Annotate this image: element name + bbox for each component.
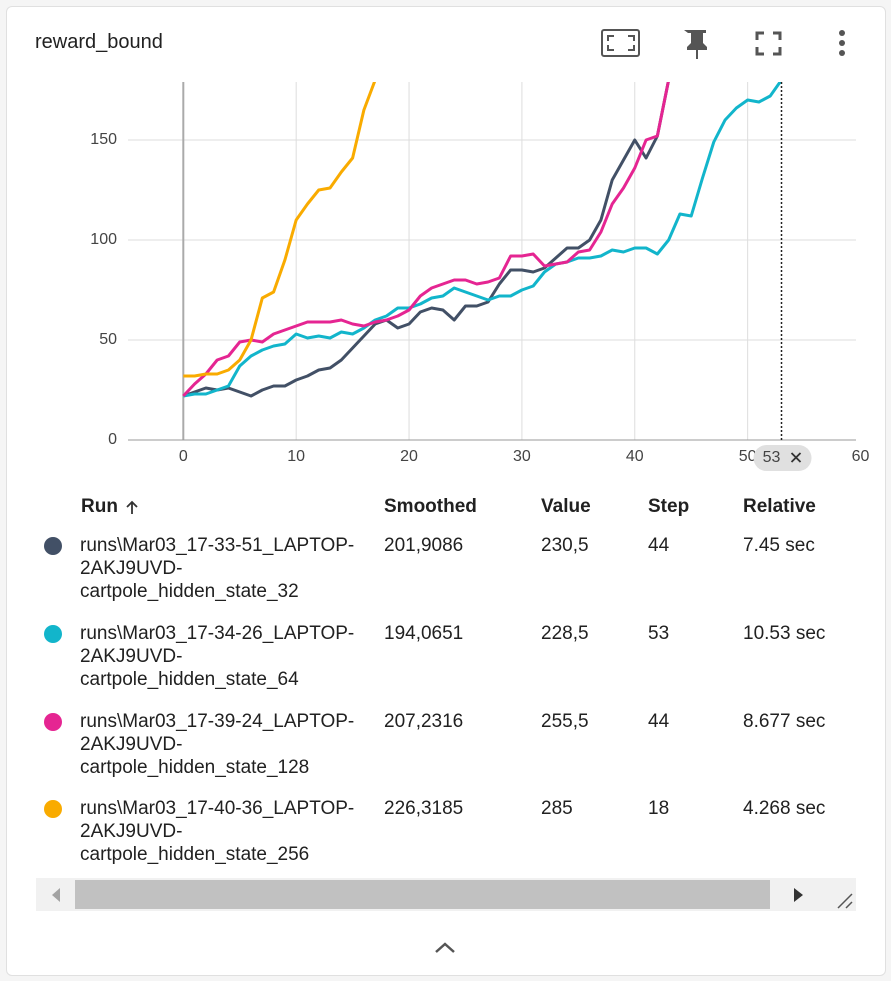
series-line [183,82,377,378]
scrollbar-thumb[interactable] [75,880,770,909]
card-title: reward_bound [35,31,163,53]
cell: 226,3185 [384,798,464,819]
cell: 255,5 [541,711,589,732]
x-tick-label: 20 [400,448,418,465]
cell: 285 [541,798,573,819]
fullscreen-button[interactable] [755,31,782,56]
cursor-close[interactable] [790,452,802,463]
run-color [44,800,62,818]
x-tick-label: 60 [852,448,870,465]
x-tick-label: 0 [179,448,188,465]
column-header: Smoothed [384,496,477,517]
x-tick-label: 50 [739,448,757,465]
column-header: Relative [743,496,816,517]
scroll-left[interactable] [52,888,60,902]
run-color [44,625,62,643]
y-tick-label: 50 [99,331,117,348]
column-header: Value [541,496,591,517]
x-tick-label: 40 [626,448,644,465]
resize-handle[interactable] [837,893,853,909]
card [6,6,886,976]
cell: 194,0651 [384,623,464,644]
scroll-right[interactable] [794,888,803,902]
y-tick-label: 100 [90,231,117,248]
cell: 4.268 sec [743,798,826,819]
plot-lines [182,82,782,398]
run-name: runs\Mar03_17-33-51_LAPTOP-2AKJ9UVD-cart… [80,535,355,602]
column-header: Step [648,496,690,517]
run-name: runs\Mar03_17-39-24_LAPTOP-2AKJ9UVD-cart… [80,711,355,778]
collapse-button[interactable] [435,942,455,953]
table-chrome [36,500,856,953]
x-tick-label: 30 [513,448,531,465]
cell: 10.53 sec [743,623,826,644]
cell: 18 [648,798,670,819]
cell: 201,9086 [384,535,464,556]
series-line [182,82,670,398]
x-tick-label: 10 [287,448,305,465]
chart: 0 50 100 150 0 10 20 30 40 50 60 53 [90,82,870,471]
menu-button[interactable] [839,30,845,56]
cell: 8.677 sec [743,711,826,732]
cursor-chip [753,445,812,471]
run-color [44,537,62,555]
cell: 230,5 [541,535,589,556]
cell: 44 [648,535,670,556]
pin-button[interactable] [684,30,707,59]
run-name: runs\Mar03_17-34-26_LAPTOP-2AKJ9UVD-cart… [80,623,355,690]
toolbar [601,29,845,59]
series-line [183,82,782,398]
y-tick-label: 0 [108,431,117,448]
cell: 44 [648,711,670,732]
cell: 53 [648,623,670,644]
fit-domain-button[interactable] [601,29,640,57]
cell: 228,5 [541,623,589,644]
y-tick-label: 150 [90,131,117,148]
cursor-step-label: 53 [763,449,781,466]
cell: 7.45 sec [743,535,815,556]
column-header: Run [81,496,118,517]
run-name: runs\Mar03_17-40-36_LAPTOP-2AKJ9UVD-cart… [80,798,355,865]
cell: 207,2316 [384,711,464,732]
run-color [44,713,62,731]
sort-arrow[interactable] [126,500,138,514]
series-line [182,82,670,398]
